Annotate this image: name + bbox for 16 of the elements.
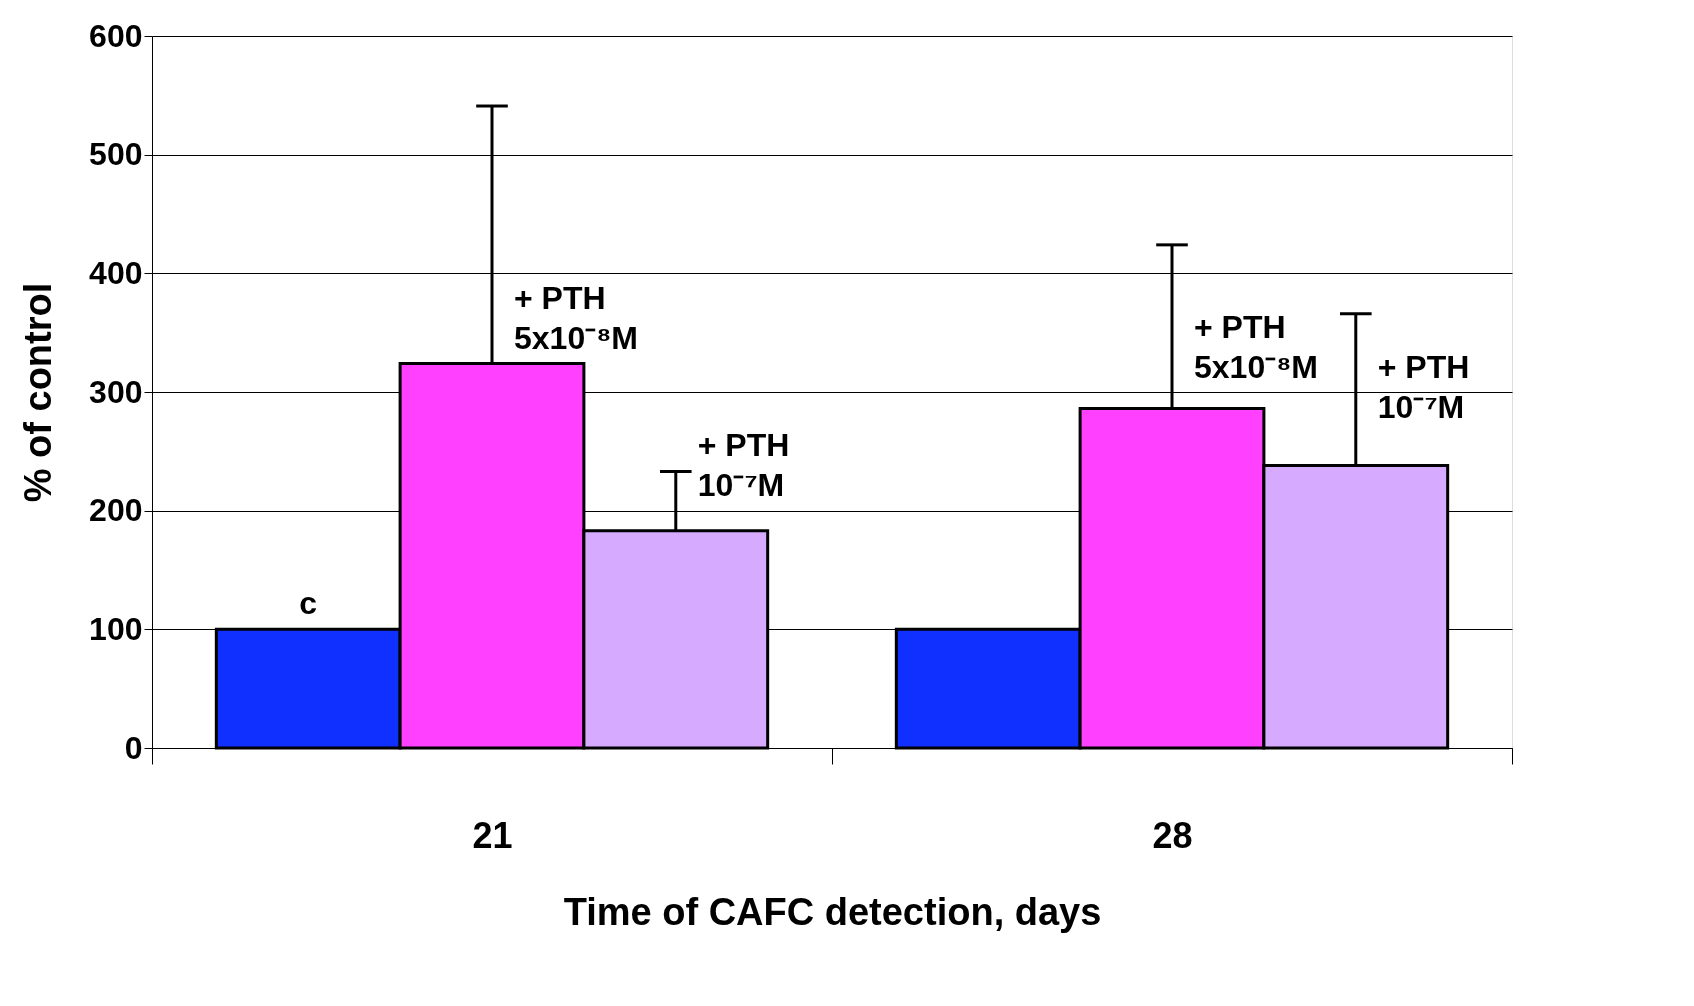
data-label: c [299, 585, 318, 622]
y-tick-label: 200 [89, 492, 143, 529]
data-label: + PTH 5x10⁻⁸M [514, 279, 638, 356]
data-label: + PTH 10⁻⁷M [1377, 348, 1470, 425]
x-axis-title: Time of CAFC detection, days [563, 890, 1102, 933]
y-tick-label: 600 [89, 17, 143, 54]
y-tick-label: 300 [89, 373, 143, 410]
x-tick-label: 21 [472, 814, 513, 856]
data-label: + PTH 10⁻⁷M [697, 426, 790, 503]
y-tick-label: 0 [124, 729, 143, 766]
y-axis-title: % of control [17, 282, 60, 503]
y-tick-label: 400 [89, 254, 143, 291]
y-tick-label: 100 [89, 610, 143, 647]
x-tick-label: 28 [1152, 814, 1193, 856]
y-tick-label: 500 [89, 136, 143, 173]
data-label: + PTH 5x10⁻⁸M [1194, 308, 1318, 385]
